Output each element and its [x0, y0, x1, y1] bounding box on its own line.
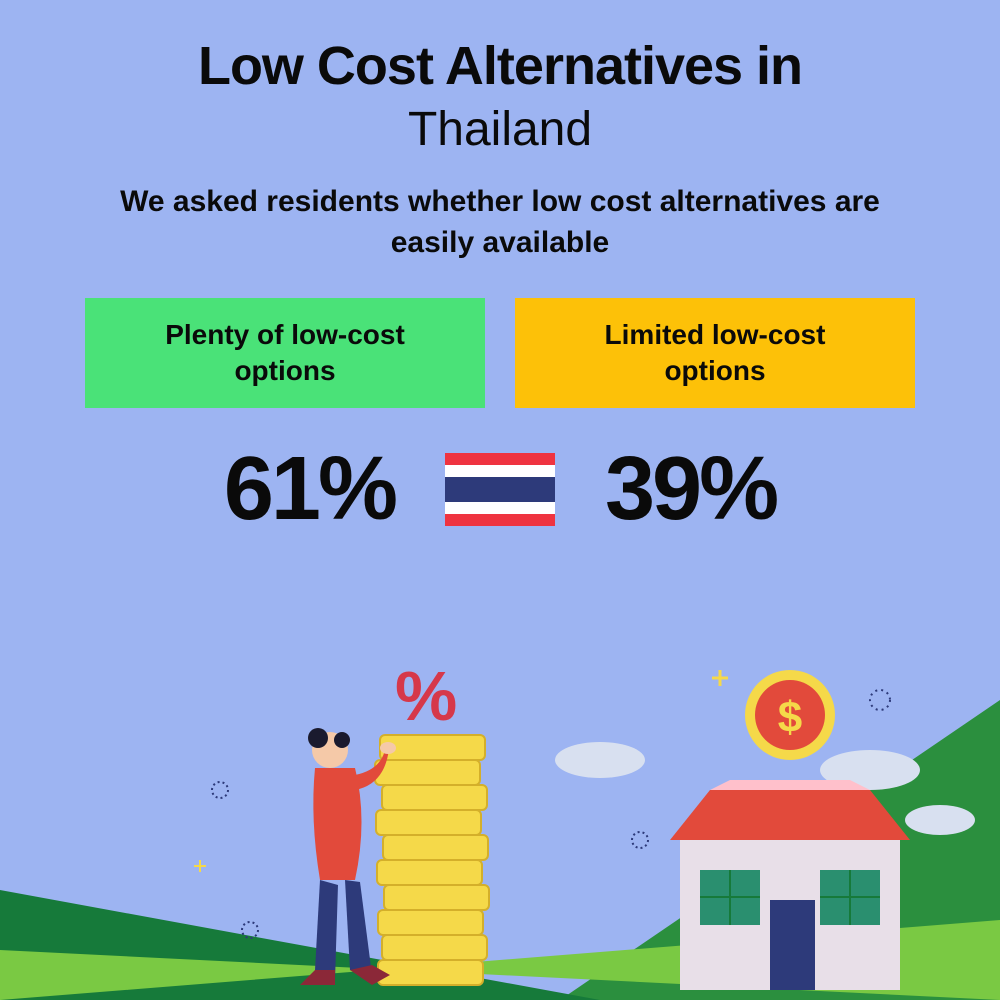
title-line2: Thailand: [0, 102, 1000, 157]
percent-limited: 39%: [605, 438, 776, 541]
svg-text:%: %: [395, 657, 457, 735]
title-line1: Low Cost Alternatives in: [0, 0, 1000, 97]
thailand-flag-icon: [445, 453, 555, 527]
flag-stripe: [445, 502, 555, 514]
coin-stack-icon: [375, 735, 489, 985]
flag-stripe: [445, 477, 555, 502]
illustration-icon: $ %: [0, 640, 1000, 1000]
flag-stripe: [445, 465, 555, 477]
house-icon: [670, 780, 910, 990]
subtitle: We asked residents whether low cost alte…: [0, 182, 1000, 263]
options-row: Plenty of low-cost options Limited low-c…: [0, 298, 1000, 408]
svg-text:$: $: [778, 693, 802, 742]
percent-row: 61% 39%: [0, 438, 1000, 541]
flag-stripe: [445, 453, 555, 465]
flag-stripe: [445, 514, 555, 526]
option-plenty: Plenty of low-cost options: [85, 298, 485, 408]
percent-plenty: 61%: [224, 438, 395, 541]
option-limited: Limited low-cost options: [515, 298, 915, 408]
